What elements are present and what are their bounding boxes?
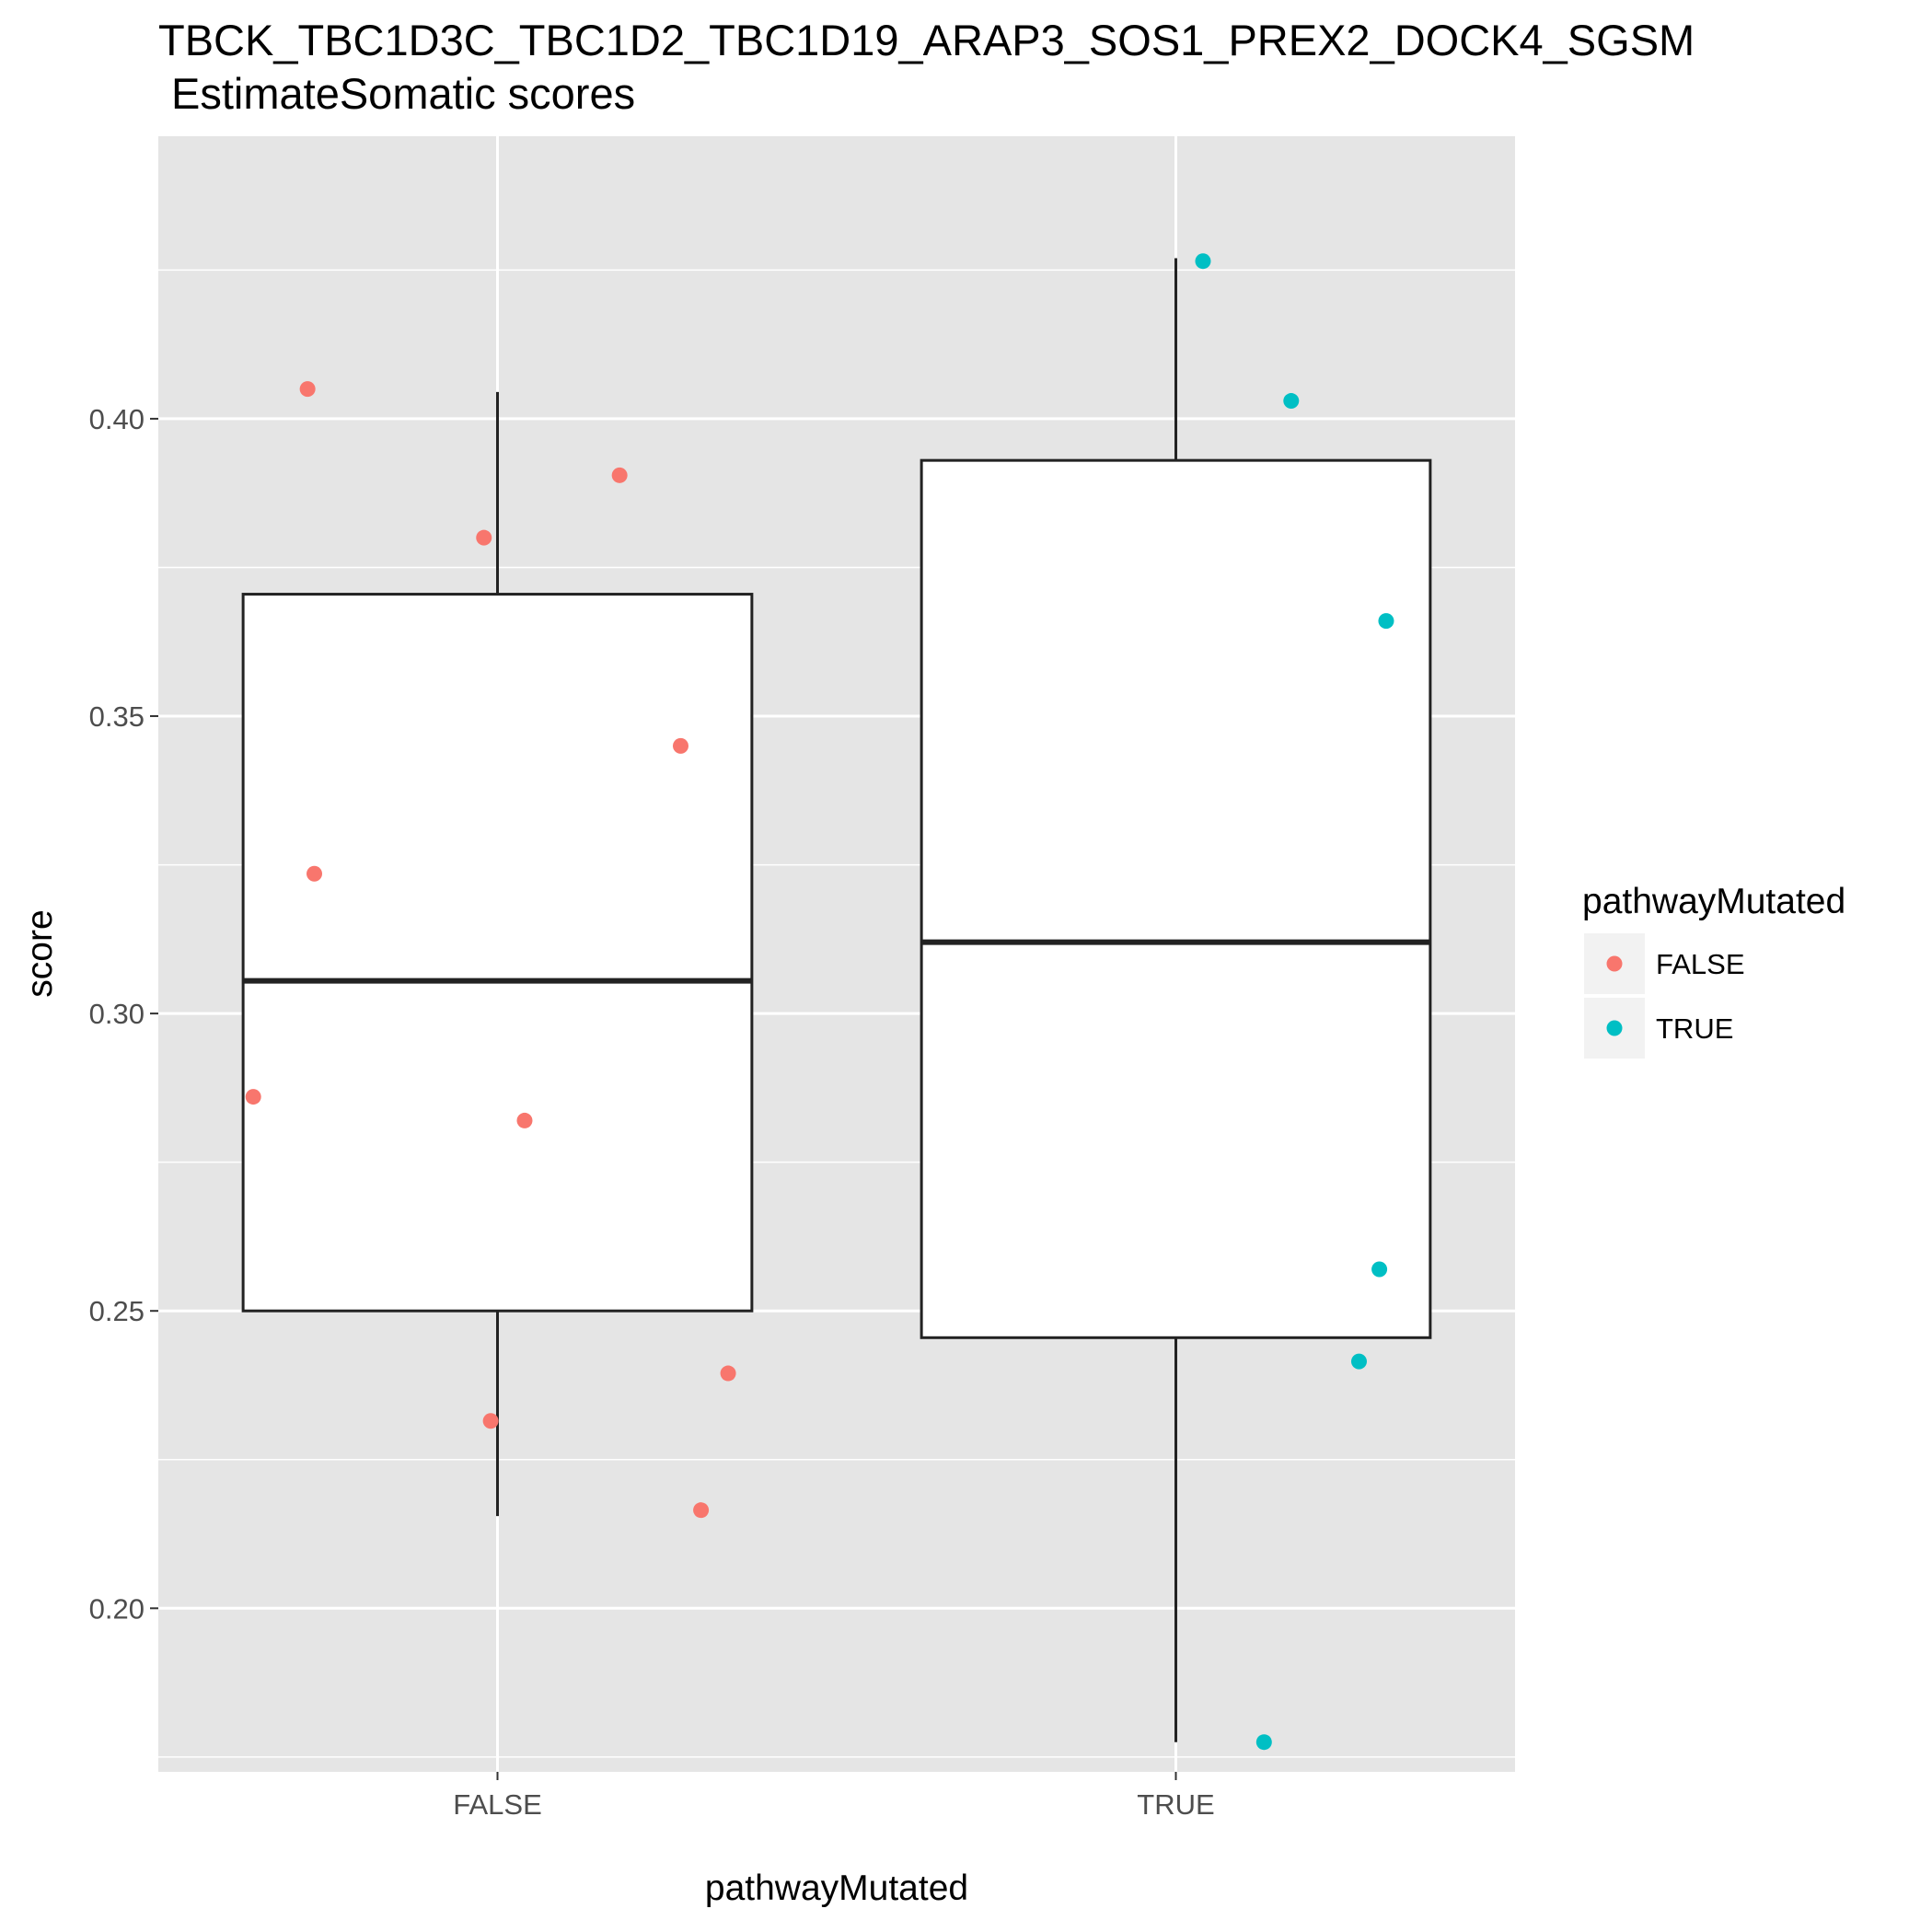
data-point (1350, 1353, 1367, 1370)
data-point (1378, 613, 1394, 630)
data-point (1255, 1734, 1272, 1751)
y-tick-label: 0.35 (89, 700, 145, 733)
chart-subtitle: EstimateSomatic scores (171, 69, 635, 118)
data-point (720, 1365, 736, 1382)
jitter-points (245, 253, 1394, 1751)
data-point (476, 529, 492, 546)
data-point (693, 1502, 710, 1519)
data-point (1283, 393, 1300, 410)
x-tick-label: TRUE (1137, 1788, 1214, 1821)
x-tick-label: FALSE (453, 1788, 542, 1821)
x-axis-ticks: FALSE TRUE (453, 1772, 1215, 1821)
data-point (299, 381, 316, 398)
box-true (920, 258, 1432, 1742)
legend-swatch (1606, 955, 1623, 972)
data-point (1195, 253, 1211, 270)
legend: pathwayMutated FALSE TRUE (1582, 882, 1845, 1059)
y-tick-label: 0.20 (89, 1592, 145, 1625)
legend-title: pathwayMutated (1582, 882, 1845, 921)
boxes (241, 258, 1432, 1742)
box-false (241, 391, 754, 1517)
data-point (482, 1413, 499, 1429)
legend-label: FALSE (1656, 948, 1745, 980)
x-axis-title: pathwayMutated (705, 1868, 968, 1908)
legend-items: FALSE TRUE (1584, 933, 1745, 1059)
legend-swatch (1606, 1020, 1623, 1036)
legend-item-false: FALSE (1584, 933, 1745, 994)
data-point (611, 467, 628, 483)
legend-item-true: TRUE (1584, 998, 1733, 1059)
chart-title: TBCK_TBC1D3C_TBC1D2_TBC1D19_ARAP3_SOS1_P… (158, 16, 1695, 64)
box-iqr (920, 458, 1432, 1339)
data-point (1371, 1261, 1388, 1278)
data-point (672, 737, 688, 754)
y-axis-title: score (20, 909, 60, 997)
data-point (245, 1089, 261, 1105)
y-axis-ticks: 0.20 0.25 0.30 0.35 0.40 (89, 403, 158, 1625)
y-tick-label: 0.30 (89, 998, 145, 1030)
legend-label: TRUE (1656, 1012, 1733, 1045)
y-tick-label: 0.25 (89, 1295, 145, 1327)
data-point (516, 1112, 533, 1128)
box-iqr (241, 593, 754, 1313)
data-point (307, 865, 323, 882)
y-tick-label: 0.40 (89, 403, 145, 435)
